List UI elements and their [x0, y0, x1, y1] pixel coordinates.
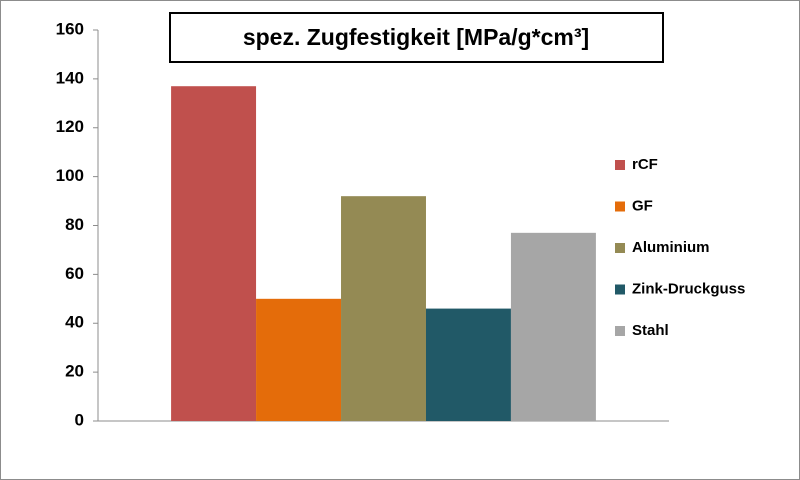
y-tick-label: 20 [65, 362, 84, 381]
bar [256, 298, 342, 421]
legend-label: Zink-Druckguss [632, 280, 745, 297]
legend-swatch [615, 326, 625, 336]
y-tick-label: 160 [56, 19, 84, 38]
y-tick-label: 100 [56, 166, 84, 185]
legend-swatch [615, 201, 625, 212]
y-tick-label: 40 [65, 313, 84, 332]
bar [341, 196, 426, 421]
y-tick-label: 60 [65, 264, 84, 283]
title-box [169, 12, 664, 63]
legend-swatch [615, 160, 625, 170]
chart-title: spez. Zugfestigkeit [MPa/g*cm³] [243, 24, 589, 50]
y-tick-label: 120 [56, 117, 84, 136]
legend-label: rCF [632, 156, 658, 173]
bar [171, 86, 257, 422]
bar [425, 308, 511, 421]
y-tick-label: 0 [75, 410, 84, 429]
legend-label: Stahl [632, 322, 669, 339]
legend-swatch [615, 243, 625, 253]
bar [510, 232, 596, 421]
legend-label: GF [632, 197, 653, 214]
legend-label: Aluminium [632, 239, 710, 256]
legend-swatch [615, 284, 625, 295]
y-tick-label: 140 [56, 68, 84, 87]
y-tick-label: 80 [65, 215, 84, 234]
